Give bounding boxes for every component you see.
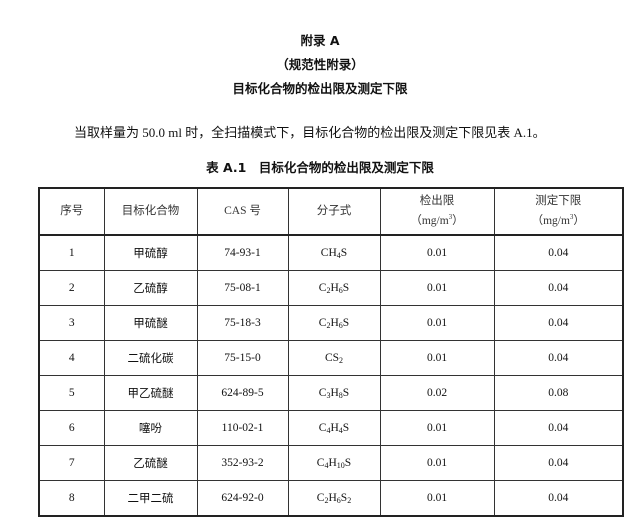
cell-loq: 0.04 bbox=[493, 270, 624, 306]
cell-compound: 甲乙硫醚 bbox=[103, 375, 198, 411]
cell-loq: 0.04 bbox=[493, 305, 624, 341]
header-lod: 检出限 （mg/m3） bbox=[379, 187, 495, 236]
cell-lod: 0.01 bbox=[379, 305, 495, 341]
cell-lod: 0.01 bbox=[379, 234, 495, 271]
table-caption: 表 A.1 目标化合物的检出限及测定下限 bbox=[206, 160, 434, 175]
detection-limit-table: 序号 目标化合物 CAS 号 分子式 检出限 （mg/m3） 测定下限 （mg/m3… bbox=[38, 187, 624, 517]
header-compound: 目标化合物 bbox=[103, 187, 198, 236]
cell-no: 2 bbox=[38, 270, 105, 306]
cell-lod: 0.01 bbox=[379, 270, 495, 306]
cell-cas: 75-15-0 bbox=[196, 340, 289, 376]
cell-loq: 0.08 bbox=[493, 375, 624, 411]
cell-lod: 0.01 bbox=[379, 480, 495, 517]
cell-compound: 甲硫醇 bbox=[103, 234, 198, 271]
cell-lod: 0.01 bbox=[379, 340, 495, 376]
cell-formula: C4H4S bbox=[287, 410, 381, 446]
cell-loq: 0.04 bbox=[493, 410, 624, 446]
header-formula: 分子式 bbox=[287, 187, 381, 236]
cell-compound: 乙硫醚 bbox=[103, 445, 198, 481]
cell-compound: 乙硫醇 bbox=[103, 270, 198, 306]
cell-compound: 二甲二硫 bbox=[103, 480, 198, 517]
appendix-title: 目标化合物的检出限及测定下限 bbox=[232, 81, 408, 96]
cell-compound: 噻吩 bbox=[103, 410, 198, 446]
table-row: 1 甲硫醇 74-93-1 CH4S 0.01 0.04 bbox=[38, 234, 624, 271]
cell-no: 8 bbox=[38, 480, 105, 517]
header-loq-unit: （mg/m3） bbox=[531, 213, 585, 228]
table-row: 6 噻吩 110-02-1 C4H4S 0.01 0.04 bbox=[38, 410, 624, 446]
table-row: 4 二硫化碳 75-15-0 CS2 0.01 0.04 bbox=[38, 340, 624, 376]
header-lod-unit: （mg/m3） bbox=[410, 213, 464, 228]
cell-formula: CH4S bbox=[287, 234, 381, 271]
cell-formula: C2H6S2 bbox=[287, 480, 381, 517]
cell-no: 3 bbox=[38, 305, 105, 341]
cell-cas: 624-89-5 bbox=[196, 375, 289, 411]
table-header-row: 序号 目标化合物 CAS 号 分子式 检出限 （mg/m3） 测定下限 （mg/m3… bbox=[38, 187, 624, 236]
header-no: 序号 bbox=[38, 187, 105, 236]
intro-paragraph: 当取样量为 50.0 ml 时，全扫描模式下，目标化合物的检出限及测定下限见表 … bbox=[74, 125, 546, 140]
cell-no: 5 bbox=[38, 375, 105, 411]
header-loq-label: 测定下限 bbox=[535, 194, 582, 207]
cell-formula: CS2 bbox=[287, 340, 381, 376]
cell-formula: C4H10S bbox=[287, 445, 381, 481]
appendix-type: （规范性附录） bbox=[276, 57, 364, 72]
cell-loq: 0.04 bbox=[493, 480, 624, 517]
table-row: 3 甲硫醚 75-18-3 C2H6S 0.01 0.04 bbox=[38, 305, 624, 341]
cell-formula: C3H8S bbox=[287, 375, 381, 411]
table-row: 7 乙硫醚 352-93-2 C4H10S 0.01 0.04 bbox=[38, 445, 624, 481]
cell-no: 1 bbox=[38, 234, 105, 271]
cell-loq: 0.04 bbox=[493, 234, 624, 271]
appendix-label: 附录 A bbox=[300, 33, 340, 48]
cell-no: 4 bbox=[38, 340, 105, 376]
cell-no: 7 bbox=[38, 445, 105, 481]
header-cas: CAS 号 bbox=[196, 187, 289, 236]
cell-lod: 0.01 bbox=[379, 445, 495, 481]
cell-formula: C2H6S bbox=[287, 270, 381, 306]
cell-cas: 74-93-1 bbox=[196, 234, 289, 271]
cell-cas: 352-93-2 bbox=[196, 445, 289, 481]
cell-lod: 0.01 bbox=[379, 410, 495, 446]
cell-cas: 624-92-0 bbox=[196, 480, 289, 517]
table-row: 8 二甲二硫 624-92-0 C2H6S2 0.01 0.04 bbox=[38, 480, 624, 517]
cell-compound: 二硫化碳 bbox=[103, 340, 198, 376]
cell-formula: C2H6S bbox=[287, 305, 381, 341]
cell-loq: 0.04 bbox=[493, 445, 624, 481]
cell-no: 6 bbox=[38, 410, 105, 446]
cell-cas: 75-18-3 bbox=[196, 305, 289, 341]
table-row: 2 乙硫醇 75-08-1 C2H6S 0.01 0.04 bbox=[38, 270, 624, 306]
cell-lod: 0.02 bbox=[379, 375, 495, 411]
cell-loq: 0.04 bbox=[493, 340, 624, 376]
table-row: 5 甲乙硫醚 624-89-5 C3H8S 0.02 0.08 bbox=[38, 375, 624, 411]
header-loq: 测定下限 （mg/m3） bbox=[493, 187, 624, 236]
cell-compound: 甲硫醚 bbox=[103, 305, 198, 341]
cell-cas: 110-02-1 bbox=[196, 410, 289, 446]
cell-cas: 75-08-1 bbox=[196, 270, 289, 306]
header-lod-label: 检出限 bbox=[419, 194, 455, 207]
